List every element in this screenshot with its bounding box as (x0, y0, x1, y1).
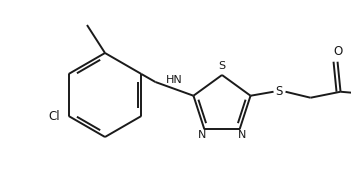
Text: S: S (218, 61, 226, 71)
Text: S: S (275, 85, 282, 98)
Text: Cl: Cl (48, 109, 60, 122)
Text: O: O (333, 45, 342, 58)
Text: HN: HN (166, 75, 183, 85)
Text: N: N (198, 130, 206, 140)
Text: N: N (237, 130, 246, 140)
